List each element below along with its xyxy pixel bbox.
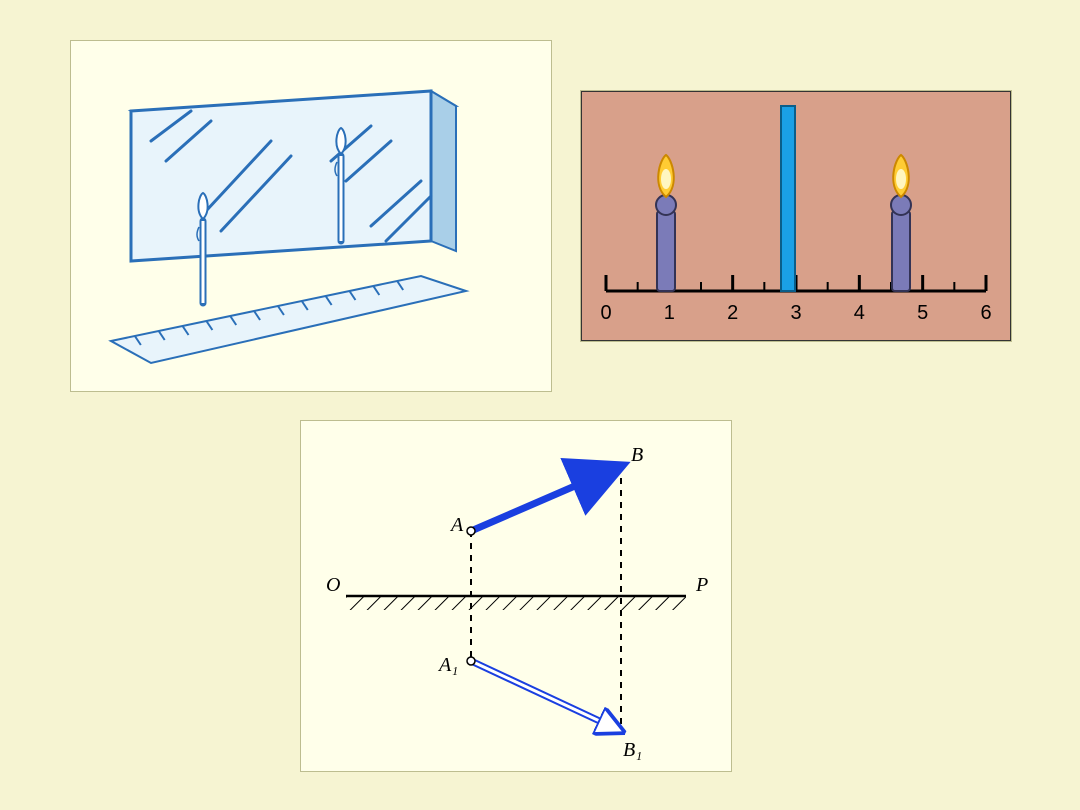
- svg-text:3: 3: [790, 302, 801, 324]
- reflection-diagram-svg: O P A B A₁ B₁: [301, 421, 731, 771]
- svg-text:O: O: [326, 574, 340, 596]
- svg-text:A: A: [449, 514, 464, 536]
- svg-text:P: P: [695, 574, 708, 596]
- mirror-sketch-panel: [70, 40, 552, 392]
- svg-text:B: B: [631, 444, 643, 466]
- svg-text:4: 4: [854, 302, 865, 324]
- svg-text:6: 6: [980, 302, 991, 324]
- scale-candle-svg: 0 1 2 3 4 5 6: [581, 91, 1011, 341]
- svg-text:5: 5: [917, 302, 928, 324]
- svg-text:A₁: A₁: [437, 654, 458, 676]
- svg-text:2: 2: [727, 302, 738, 324]
- svg-text:0: 0: [600, 302, 611, 324]
- mirror-sketch-svg: [71, 41, 551, 391]
- reflection-diagram-panel: O P A B A₁ B₁: [300, 420, 732, 772]
- svg-text:1: 1: [664, 302, 675, 324]
- svg-text:B₁: B₁: [623, 739, 642, 761]
- scale-candle-panel: 0 1 2 3 4 5 6: [580, 90, 1012, 342]
